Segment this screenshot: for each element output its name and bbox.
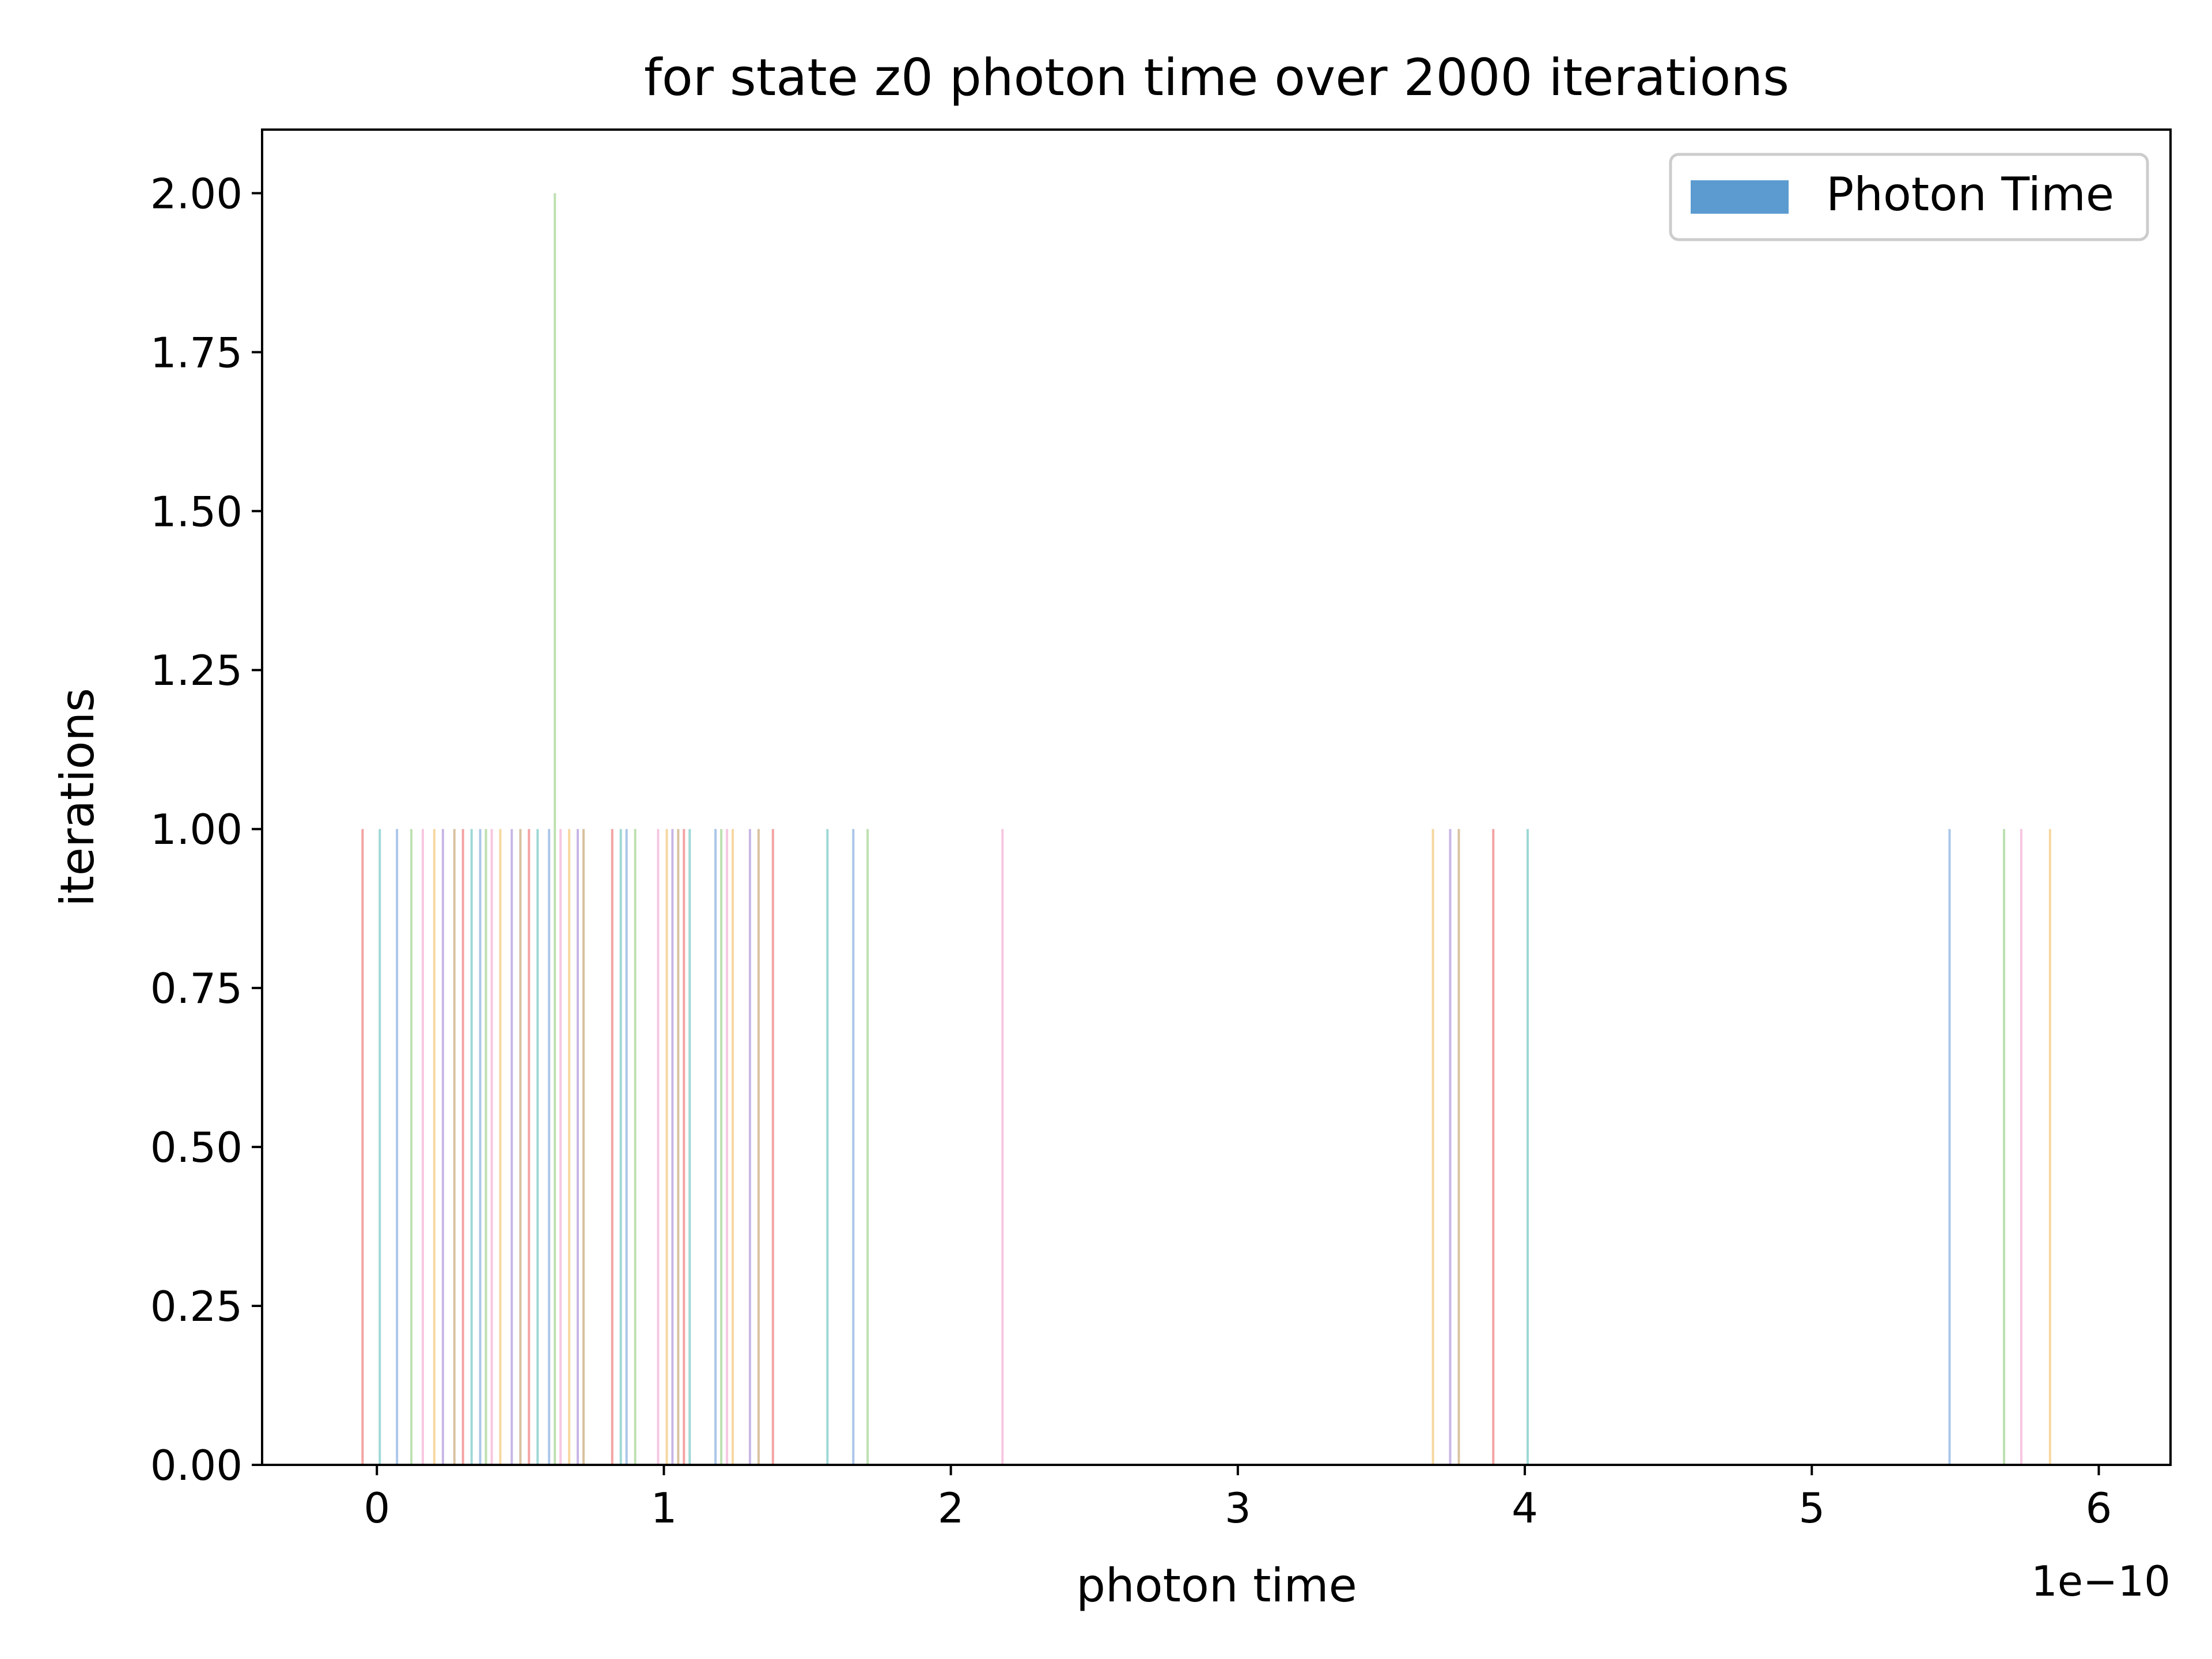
x-tick-label: 6	[2086, 1484, 2112, 1532]
histogram-bars	[361, 193, 2051, 1465]
histogram-bar	[866, 829, 869, 1465]
histogram-bar	[625, 829, 628, 1465]
histogram-bar	[826, 829, 829, 1465]
x-axis-label: photon time	[1076, 1559, 1357, 1612]
y-tick-label: 1.00	[150, 805, 243, 854]
x-tick-label: 1	[651, 1484, 677, 1532]
histogram-bar	[470, 829, 473, 1465]
histogram-bar	[677, 829, 680, 1465]
x-tick-label: 4	[1512, 1484, 1538, 1532]
histogram-bar	[757, 829, 760, 1465]
histogram-bar	[1431, 829, 1434, 1465]
histogram-bar	[1948, 829, 1951, 1465]
y-axis-label: iterations	[51, 688, 104, 907]
y-tick-label: 2.00	[150, 169, 243, 218]
plot-background	[262, 130, 2171, 1465]
plot-area	[261, 128, 2172, 1466]
histogram-bar	[714, 829, 717, 1465]
x-axis: 0 1 2 3 4 5 6	[363, 1465, 2112, 1532]
histogram-bar	[499, 829, 502, 1465]
histogram-bar	[2020, 829, 2022, 1465]
histogram-bar	[1492, 829, 1495, 1465]
x-tick-label: 3	[1225, 1484, 1251, 1532]
histogram-bar	[536, 829, 539, 1465]
histogram-bar	[619, 829, 622, 1465]
histogram-bar	[577, 829, 579, 1465]
histogram-bar	[410, 829, 413, 1465]
histogram-bar	[1527, 829, 1529, 1465]
histogram-bar	[852, 829, 855, 1465]
y-tick-label: 0.50	[150, 1123, 243, 1172]
histogram-bar	[732, 829, 734, 1465]
histogram-bar	[2003, 829, 2005, 1465]
histogram-bar	[1001, 829, 1004, 1465]
legend-swatch-photon-time	[1691, 180, 1789, 214]
histogram-bar	[510, 829, 513, 1465]
histogram-bar	[361, 829, 364, 1465]
histogram-bar	[378, 829, 381, 1465]
histogram-bar	[396, 829, 399, 1465]
histogram-bar	[453, 829, 456, 1465]
histogram-bar	[720, 829, 723, 1465]
histogram-bar	[665, 829, 668, 1465]
histogram-bar	[528, 829, 531, 1465]
histogram-bar	[671, 829, 674, 1465]
histogram-bar	[422, 829, 424, 1465]
histogram-bar	[568, 829, 571, 1465]
chart-title: for state z0 photon time over 2000 itera…	[644, 48, 1789, 107]
histogram-bar	[433, 829, 435, 1465]
legend-frame	[1669, 153, 2149, 241]
histogram-bar	[771, 829, 774, 1465]
histogram-bar	[554, 193, 556, 1465]
legend: Photon Time	[1669, 153, 2149, 241]
histogram-bar	[479, 829, 482, 1465]
histogram-bar	[1457, 829, 1460, 1465]
x-tick-label: 0	[363, 1484, 390, 1532]
x-tick-label: 5	[1798, 1484, 1825, 1532]
plot-frame	[261, 128, 2172, 1466]
histogram-bar	[688, 829, 691, 1465]
histogram-bar	[683, 829, 685, 1465]
y-tick-label: 0.75	[150, 964, 243, 1013]
histogram-bar	[634, 829, 637, 1465]
legend-label-photon-time: Photon Time	[1826, 168, 2114, 221]
x-tick-label: 2	[938, 1484, 964, 1532]
histogram-bar	[559, 829, 562, 1465]
histogram-bar	[1449, 829, 1452, 1465]
histogram-bar	[519, 829, 522, 1465]
histogram-bar	[726, 829, 729, 1465]
histogram-bar	[461, 829, 464, 1465]
y-axis: 0.00 0.25 0.50 0.75 1.00 1.25 1.50 1.75 2.00	[150, 169, 262, 1490]
histogram-bar	[490, 829, 493, 1465]
histogram-bar	[582, 829, 585, 1465]
histogram-bar	[548, 829, 551, 1465]
histogram-bar	[484, 829, 487, 1465]
y-tick-label: 0.00	[150, 1441, 243, 1490]
histogram-bar	[611, 829, 613, 1465]
histogram-bar	[657, 829, 660, 1465]
y-tick-label: 0.25	[150, 1282, 243, 1331]
histogram-bar	[748, 829, 751, 1465]
histogram-bar	[2048, 829, 2051, 1465]
y-tick-label: 1.50	[150, 487, 243, 536]
x-axis-offset-label: 1e−10	[2031, 1557, 2171, 1605]
y-tick-label: 1.75	[150, 328, 243, 377]
y-tick-label: 1.25	[150, 646, 243, 695]
histogram-bar	[441, 829, 444, 1465]
